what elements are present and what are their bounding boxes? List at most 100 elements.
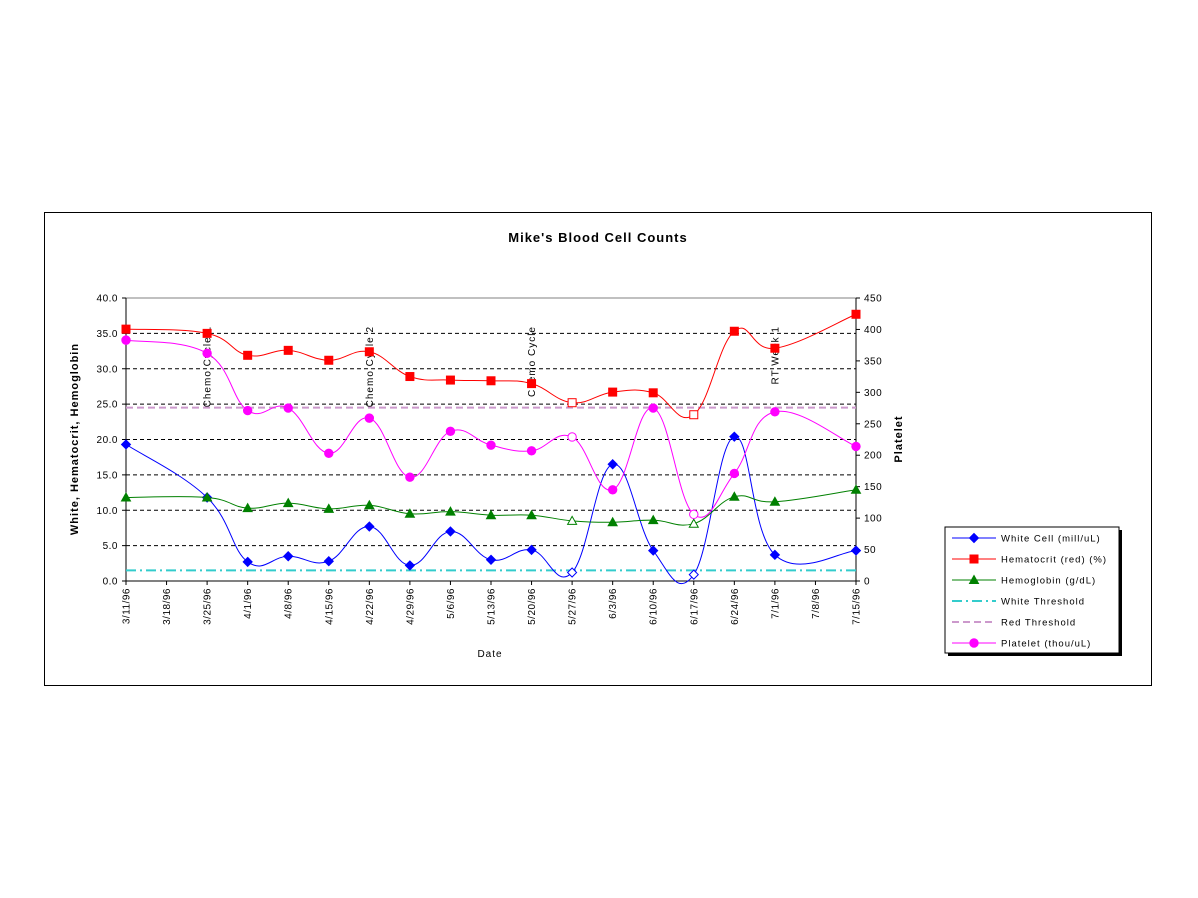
data-point [729,326,739,336]
chart-title: Mike's Blood Cell Counts [508,230,688,245]
data-point [526,509,537,520]
x-axis-title: Date [477,649,502,660]
data-point [242,556,253,568]
legend-entry: Platelet (thou/uL) [952,638,1091,650]
series-line [125,489,857,526]
data-point [648,388,658,398]
series-5 [121,335,861,520]
right-tick-label: 0 [864,577,870,588]
left-tick-label: 5.0 [103,541,118,552]
data-point [324,448,334,459]
x-tick-label: 3/25/96 [203,588,214,625]
data-point [728,491,740,501]
x-tick-label: 3/11/96 [122,588,133,624]
data-point [121,335,131,345]
data-point [323,555,334,567]
data-point [405,472,415,482]
data-point [404,560,416,571]
legend-entry: White Threshold [952,597,1085,608]
data-point [527,379,537,389]
x-tick-label: 7/1/96 [770,588,781,619]
legend: White Cell (mill/uL) Hematocrit (red) (%)… [944,526,1122,656]
legend-marker [968,532,980,544]
x-tick-label: 4/22/96 [365,588,376,625]
series-line [125,436,857,585]
data-point [364,521,375,532]
data-point [566,515,578,525]
left-tick-label: 30.0 [97,364,118,375]
data-point [404,508,416,518]
data-point [405,372,415,382]
data-point [688,518,700,528]
data-point [567,432,577,442]
x-tick-label: 4/8/96 [284,588,295,619]
data-point [283,345,293,355]
x-axis: 3/11/96 3/18/96 3/25/96 4/1/96 4/8/96 4/15/96… [122,580,863,625]
data-point [242,502,254,513]
data-point [526,446,537,456]
series-layer [120,309,862,585]
legend-entry: Red Threshold [952,618,1075,629]
data-point [647,514,659,525]
x-tick-label: 6/10/96 [649,588,660,625]
annotation-label: RT Week 1 [770,326,781,384]
data-point [324,355,334,365]
left-tick-label: 0.0 [103,577,118,588]
legend-label: Hemoglobin (g/dL) [1001,576,1096,587]
legend-entry: White Cell (mill/uL) [952,532,1101,545]
right-tick-label: 400 [864,325,882,336]
right-tick-label: 50 [864,545,876,556]
left-axis: 0.0 5.0 10.0 15.0 20.0 25.0 30.0 35.0 40.0 [97,294,127,588]
data-point [689,410,699,420]
legend-label: Platelet (thou/uL) [1001,639,1091,650]
left-tick-label: 15.0 [97,470,118,481]
data-point [607,516,619,527]
data-point [485,554,497,565]
data-point [729,468,740,479]
data-point [607,485,618,495]
data-point [729,431,740,442]
series-line [125,339,857,518]
data-point [526,544,537,556]
x-tick-label: 7/8/96 [811,588,822,619]
x-tick-label: 5/20/96 [527,588,538,625]
series-0 [120,431,862,585]
data-point [851,441,861,452]
data-point [607,459,618,470]
legend-entry: Hematocrit (red) (%) [952,554,1106,566]
x-tick-label: 3/18/96 [162,588,173,625]
data-point [566,567,578,578]
legend-marker [969,638,979,648]
right-tick-label: 300 [864,388,882,399]
x-tick-label: 6/17/96 [689,588,700,625]
right-tick-label: 350 [864,356,882,367]
data-point [121,324,131,334]
right-axis-title: Platelet [893,415,905,462]
right-axis: 0 50 100 150 200 250 300 350 400 450 [855,294,882,588]
legend-label: White Cell (mill/uL) [1001,534,1101,545]
data-point [486,376,496,386]
data-point [851,309,861,319]
legend-marker [968,574,980,584]
data-point [850,545,862,556]
x-tick-label: 5/27/96 [568,588,579,625]
data-point [486,440,496,450]
blood-count-chart: Mike's Blood Cell Counts 0.0 5.0 10.0 15.0 2… [69,230,1122,660]
data-point [567,398,577,408]
data-point [242,405,253,416]
data-point [202,328,212,338]
x-tick-label: 5/6/96 [446,588,457,619]
data-point [201,491,213,502]
data-point [282,497,294,508]
series-2 [120,484,862,528]
data-point [770,407,780,417]
annotation-label: Chemo Cycle 1 [203,326,214,407]
left-tick-label: 10.0 [97,506,118,517]
annotations: Chemo Cycle 1 Chemo Cycle 2 Chemo Cycle RT … [203,326,782,407]
data-point [323,503,335,513]
data-point [202,348,212,359]
legend-box [944,526,1120,654]
legend-label: White Threshold [1001,597,1085,608]
data-point [364,413,375,423]
data-point [648,403,658,413]
